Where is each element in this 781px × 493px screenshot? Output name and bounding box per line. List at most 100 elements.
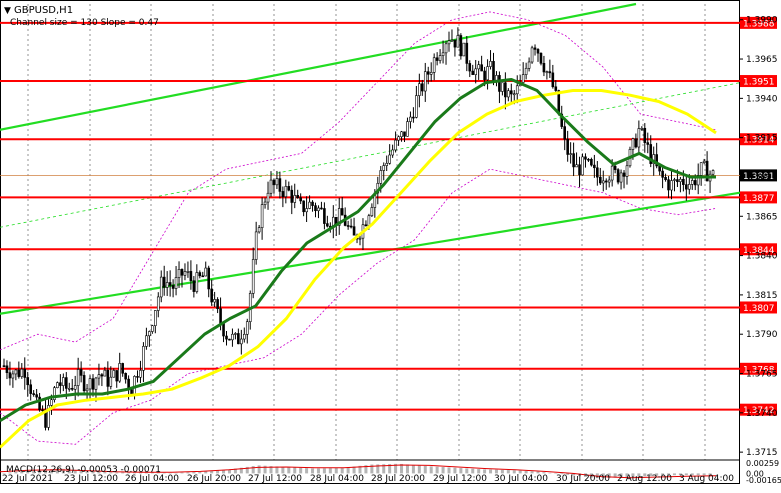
candle-body (168, 282, 172, 286)
candle-body (59, 382, 62, 386)
candle-body (121, 363, 124, 374)
candle-body (646, 142, 650, 145)
candle-body (438, 55, 442, 61)
candle-body (73, 385, 77, 390)
candle-body (581, 156, 584, 176)
candle-body (560, 113, 564, 127)
y-tick-label: 1.3740 (746, 409, 778, 419)
macd-histogram-bar (73, 469, 77, 474)
candle-body (314, 205, 317, 212)
candle-body (590, 159, 593, 166)
candle-body (593, 164, 596, 169)
candle-body (690, 180, 694, 185)
macd-histogram-bar (530, 471, 534, 474)
candle-body (397, 136, 400, 141)
candle-body (210, 288, 213, 303)
candle-body (509, 90, 513, 95)
candle-body (290, 189, 294, 203)
macd-histogram-bar (121, 472, 125, 474)
macd-histogram-bar (227, 469, 231, 474)
x-tick-label: 26 Jul 20:00 (187, 474, 241, 484)
candle-body (388, 154, 391, 164)
macd-histogram-bar (649, 473, 653, 476)
candle-body (171, 285, 175, 289)
macd-histogram-bar (625, 473, 629, 478)
macd-histogram-bar (14, 471, 18, 474)
candle-body (272, 179, 276, 186)
y-tick-label: 1.3865 (746, 212, 778, 222)
macd-histogram-bar (127, 472, 131, 474)
candle-body (53, 387, 56, 400)
candle-body (228, 338, 231, 341)
level-label: 1.3807 (743, 304, 775, 314)
macd-signal-line (0, 464, 717, 479)
macd-histogram-bar (358, 465, 362, 474)
candle-body (317, 207, 320, 212)
macd-tick-label: 0.00259 (746, 459, 779, 468)
candle-body (394, 139, 397, 151)
candle-body (219, 308, 222, 324)
candle-body (370, 207, 374, 217)
macd-histogram-bar (702, 473, 706, 476)
candle-body (696, 175, 700, 186)
candle-body (471, 70, 475, 75)
candle-body (106, 369, 110, 387)
candle-body (154, 310, 157, 326)
macd-histogram-bar (518, 470, 522, 474)
macd-histogram-bar (441, 467, 445, 474)
candle-body (539, 52, 543, 64)
candle-body (352, 226, 356, 236)
candle-body (174, 277, 178, 289)
candle-body (165, 282, 169, 288)
candle-body (504, 82, 507, 98)
candle-body (391, 149, 394, 156)
macd-histogram-bar (708, 473, 712, 476)
level-badge (740, 191, 777, 204)
candle-body (62, 377, 65, 386)
candle-body (640, 127, 644, 130)
macd-label: MACD(12,26,9) -0.00053 -0.00071 (6, 465, 161, 475)
candle-body (88, 378, 92, 390)
dropdown-arrow-icon[interactable]: ▼ (4, 6, 11, 16)
candle-body (183, 271, 187, 276)
macd-histogram-bar (536, 471, 540, 474)
channel-info: Channel size = 130 Slope = 0.47 (10, 18, 159, 28)
macd-histogram-bar (435, 466, 439, 474)
macd-histogram-bar (655, 473, 659, 476)
macd-histogram-bar (263, 465, 267, 474)
y-tick-label: 1.3890 (746, 173, 778, 183)
candle-body (50, 399, 53, 406)
macd-histogram-bar (494, 469, 498, 474)
candle-body (32, 393, 35, 395)
level-badge (740, 133, 777, 146)
candle-body (133, 376, 136, 395)
macd-histogram-bar (103, 471, 107, 474)
candle-body (415, 95, 418, 118)
y-tick-label: 1.3790 (746, 330, 778, 340)
level-badge (740, 301, 777, 314)
macd-histogram-bar (388, 464, 392, 474)
macd-histogram-bar (471, 468, 475, 474)
ma-slow-line (0, 89, 717, 449)
candle-body (412, 116, 415, 119)
candle-body (151, 325, 154, 332)
candle-body (136, 376, 139, 378)
candle-body (533, 47, 537, 50)
channel-upper-line (0, 2, 637, 131)
candle-body (29, 384, 33, 394)
candle-body (293, 195, 297, 203)
candle-body (420, 83, 424, 92)
candle-body (337, 208, 341, 226)
candle-body (38, 396, 41, 411)
candle-body (156, 296, 160, 311)
candle-body (349, 225, 353, 228)
level-label: 1.3844 (743, 246, 775, 256)
macd-histogram-bar (346, 467, 350, 474)
candle-body (524, 67, 528, 75)
candle-body (693, 180, 697, 186)
candle-body (204, 267, 208, 277)
candle-body (70, 388, 74, 390)
candle-body (596, 167, 599, 178)
